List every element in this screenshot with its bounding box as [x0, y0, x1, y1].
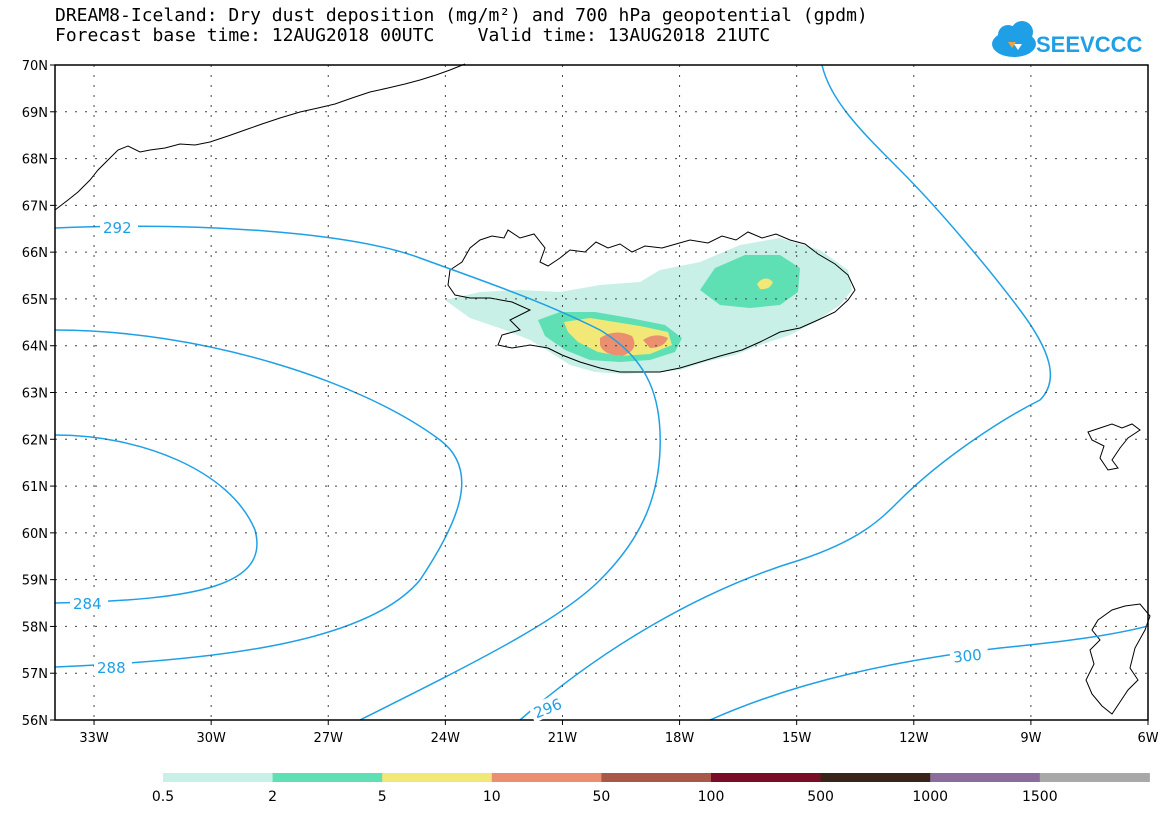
lat-label: 65N	[22, 293, 48, 308]
dust-field	[445, 238, 852, 374]
colorbar-label: 2	[268, 789, 277, 805]
lon-label: 6W	[1137, 731, 1158, 746]
colorbar-swatch	[930, 773, 1041, 782]
lat-label: 63N	[22, 387, 48, 402]
colorbar: 0.5 2 5 10 50 100 500 1000 1500	[152, 773, 1150, 805]
colorbar-swatch	[491, 773, 602, 782]
greenland-coast	[54, 63, 466, 211]
lon-label: 27W	[314, 731, 344, 746]
dust-level-10	[643, 335, 668, 348]
colorbar-swatch	[163, 773, 274, 782]
seevccc-logo: SEEVCCC	[992, 21, 1142, 57]
contour-288	[54, 329, 463, 668]
colorbar-label: 500	[807, 789, 834, 805]
plot-frame	[54, 64, 1149, 721]
contour-296	[519, 64, 1052, 721]
cloud-icon	[992, 21, 1036, 57]
lat-label: 61N	[22, 480, 48, 495]
logo-text: SEEVCCC	[1036, 32, 1142, 57]
contour-284	[54, 434, 258, 604]
lat-label: 62N	[22, 433, 48, 448]
contour-label-292: 292	[103, 219, 132, 237]
contour-292	[54, 225, 661, 721]
coastlines	[54, 63, 1151, 715]
colorbar-label: 1000	[912, 789, 948, 805]
colorbar-label: 10	[483, 789, 501, 805]
lon-label: 24W	[431, 731, 461, 746]
lat-label: 60N	[22, 527, 48, 542]
chart-title: DREAM8-Iceland: Dry dust deposition (mg/…	[55, 5, 868, 26]
scotland-coast	[1085, 603, 1151, 715]
contour-label-288: 288	[97, 659, 126, 677]
iceland-coast	[447, 229, 856, 373]
faroe-coast	[1087, 423, 1141, 471]
lon-label: 21W	[548, 731, 578, 746]
lat-label: 64N	[22, 340, 48, 355]
lat-label: 68N	[22, 153, 48, 168]
lon-label: 18W	[665, 731, 695, 746]
colorbar-swatch	[272, 773, 383, 782]
colorbar-label: 50	[592, 789, 610, 805]
colorbar-swatch	[601, 773, 712, 782]
graticule	[55, 65, 1148, 720]
lon-label: 12W	[899, 731, 929, 746]
lat-label: 56N	[22, 714, 48, 729]
contour-label-284: 284	[73, 595, 102, 613]
longitude-axis: 33W 30W 27W 24W 21W 18W 15W 12W 9W 6W	[79, 720, 1159, 746]
geopotential-contours	[54, 64, 1149, 721]
lat-label: 69N	[22, 106, 48, 121]
chart-subtitle: Forecast base time: 12AUG2018 00UTC Vali…	[55, 25, 771, 46]
dust-level-2	[700, 255, 800, 308]
lon-label: 33W	[79, 731, 109, 746]
contour-labels: 292 284 288 296 300	[70, 218, 989, 723]
lon-label: 30W	[196, 731, 226, 746]
latitude-axis: 70N 69N 68N 67N 66N 65N 64N 63N 62N 61N 60N 59N 58N 5…	[22, 59, 55, 729]
lat-label: 58N	[22, 620, 48, 635]
colorbar-label: 100	[698, 789, 725, 805]
lat-label: 57N	[22, 667, 48, 682]
dust-level-5	[757, 278, 773, 290]
colorbar-label: 0.5	[152, 789, 174, 805]
colorbar-label: 1500	[1022, 789, 1058, 805]
lat-label: 59N	[22, 574, 48, 589]
contour-label-300: 300	[952, 646, 982, 667]
colorbar-swatch	[820, 773, 931, 782]
colorbar-swatch	[1039, 773, 1150, 782]
lat-label: 70N	[22, 59, 48, 74]
colorbar-label: 5	[378, 789, 387, 805]
lat-label: 67N	[22, 199, 48, 214]
colorbar-swatch	[382, 773, 493, 782]
lon-label: 9W	[1020, 731, 1041, 746]
colorbar-swatch	[711, 773, 822, 782]
lat-label: 66N	[22, 246, 48, 261]
lon-label: 15W	[782, 731, 812, 746]
